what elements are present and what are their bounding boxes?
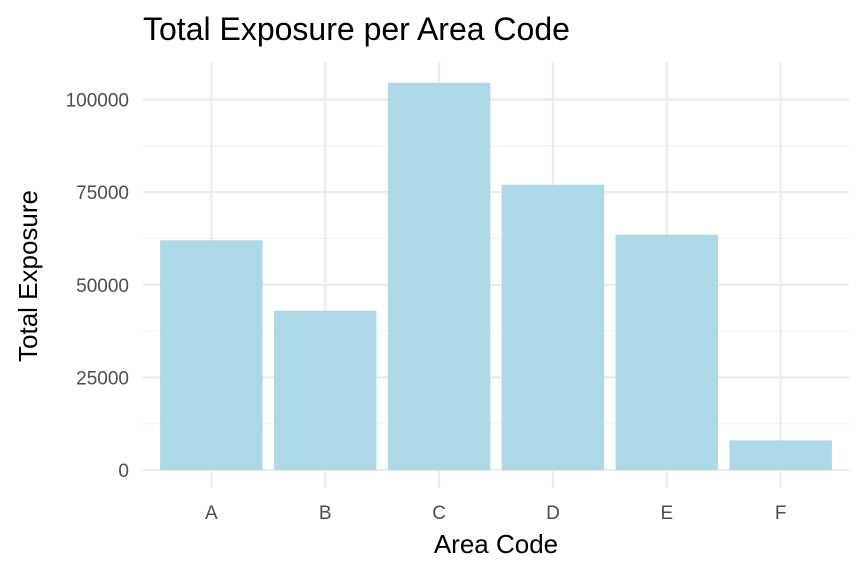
- y-axis-title: Total Exposure: [13, 190, 43, 362]
- bar-D: [501, 184, 605, 470]
- bar-B: [273, 310, 377, 470]
- bar-F: [729, 440, 832, 470]
- chart-title: Total Exposure per Area Code: [143, 11, 570, 47]
- y-tick-label: 50000: [76, 276, 129, 297]
- y-tick-label: 0: [118, 461, 129, 482]
- y-tick-label: 25000: [76, 368, 129, 389]
- x-axis-title: Area Code: [434, 529, 558, 559]
- bar-E: [615, 234, 719, 470]
- x-tick-label: D: [546, 503, 560, 524]
- x-tick-label: A: [205, 503, 218, 524]
- y-tick-label: 100000: [66, 91, 129, 112]
- x-tick-label: F: [775, 503, 787, 524]
- x-tick-label: E: [660, 503, 673, 524]
- bar-C: [387, 82, 491, 470]
- bars: [160, 82, 832, 470]
- bar-A: [160, 240, 263, 470]
- y-tick-label: 75000: [76, 183, 129, 204]
- x-axis-ticks: A B C D E F: [205, 503, 787, 524]
- x-tick-label: B: [319, 503, 332, 524]
- y-axis-ticks: 0 25000 50000 75000 100000: [66, 91, 129, 483]
- x-tick-label: C: [432, 503, 446, 524]
